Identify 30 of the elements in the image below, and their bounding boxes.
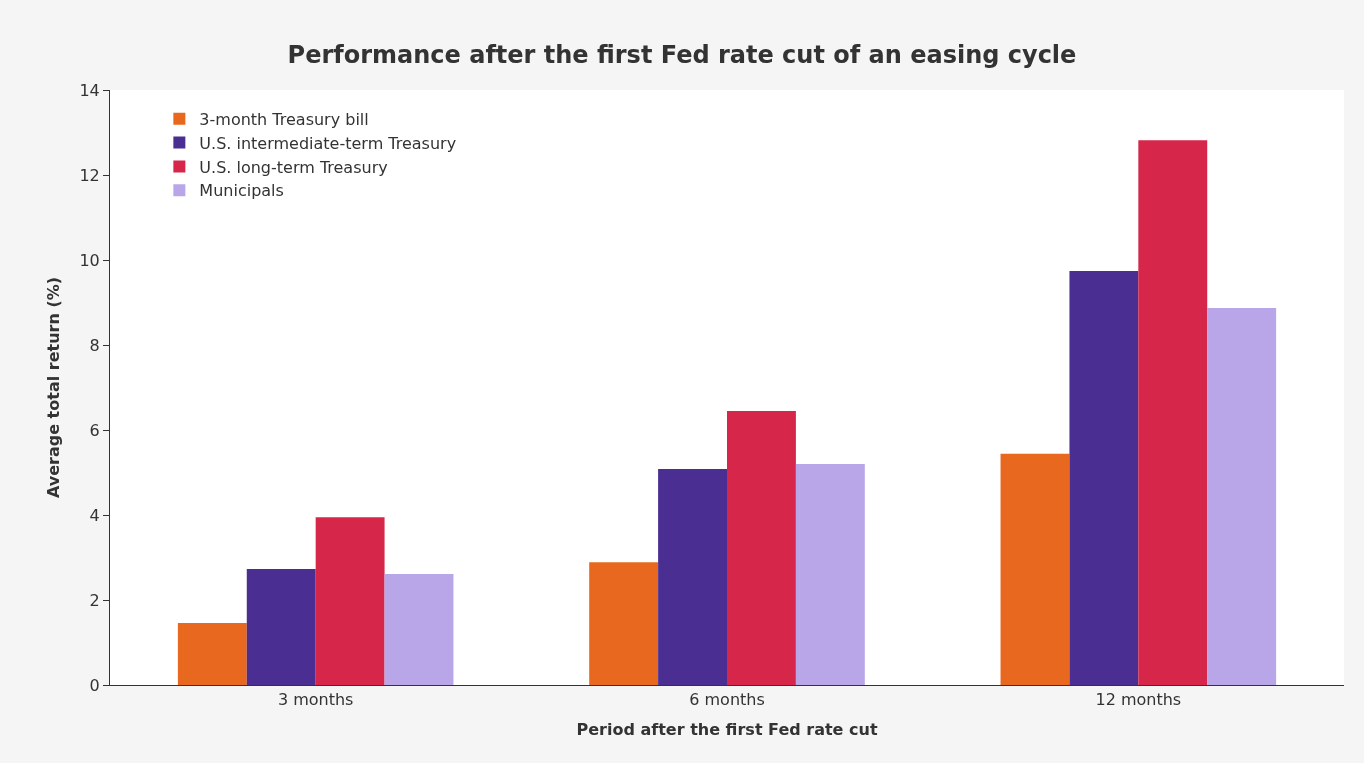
y-tick-label: 12 xyxy=(79,165,100,185)
bar xyxy=(727,410,796,685)
legend-label: Municipals xyxy=(199,181,284,201)
legend-label: 3-month Treasury bill xyxy=(199,110,369,130)
legend-label: U.S. long-term Treasury xyxy=(199,157,388,177)
y-tick-label: 8 xyxy=(89,335,100,355)
bar xyxy=(1000,453,1070,685)
chart-title: Performance after the first Fed rate cut of an easing cycle xyxy=(287,40,1077,69)
y-tick-label: 0 xyxy=(89,675,100,695)
bar xyxy=(246,568,316,685)
bar xyxy=(177,622,247,685)
bar xyxy=(1207,308,1277,685)
bar xyxy=(1069,271,1139,685)
bar xyxy=(315,517,385,685)
bar xyxy=(658,469,727,685)
y-tick-label: 6 xyxy=(89,420,100,440)
x-tick-label: 12 months xyxy=(1095,690,1182,710)
bar xyxy=(589,562,659,685)
x-tick-label: 6 months xyxy=(689,690,765,710)
y-tick-label: 2 xyxy=(89,590,100,610)
bar xyxy=(795,464,865,685)
y-tick-label: 10 xyxy=(79,250,100,270)
y-tick-label: 4 xyxy=(89,505,100,525)
legend-label: U.S. intermediate-term Treasury xyxy=(199,133,457,153)
y-tick-label: 14 xyxy=(79,80,100,100)
bar xyxy=(1138,140,1208,685)
x-tick-label: 3 months xyxy=(277,690,354,710)
bar xyxy=(384,574,454,685)
x-axis-title: Period after the first Fed rate cut xyxy=(576,719,878,739)
y-axis-title: Average total return (%) xyxy=(44,276,64,499)
